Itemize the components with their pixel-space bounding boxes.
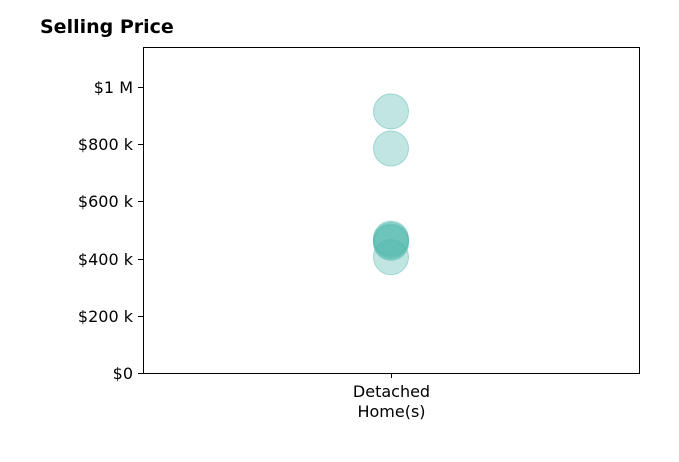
points-layer <box>373 93 409 276</box>
data-point <box>373 220 409 257</box>
y-tick-label: $800 k <box>78 135 134 154</box>
y-tick-label: $1 M <box>94 78 133 97</box>
y-tick-label: $600 k <box>78 192 134 211</box>
y-tick-label: $400 k <box>78 250 134 269</box>
data-point <box>373 223 409 260</box>
data-point <box>373 93 409 130</box>
y-axis: $0 $200 k $400 k $600 k $800 k $1 M <box>78 78 143 383</box>
data-point <box>373 130 409 167</box>
y-tick-label: $200 k <box>78 307 134 326</box>
data-point <box>373 222 409 259</box>
y-tick-label: $0 <box>113 364 133 383</box>
chart-title: Selling Price <box>40 16 174 38</box>
data-point <box>373 239 409 276</box>
data-point <box>373 224 409 261</box>
x-tick-label: Detached Home(s) <box>353 382 430 421</box>
x-axis: Detached Home(s) <box>353 373 430 421</box>
